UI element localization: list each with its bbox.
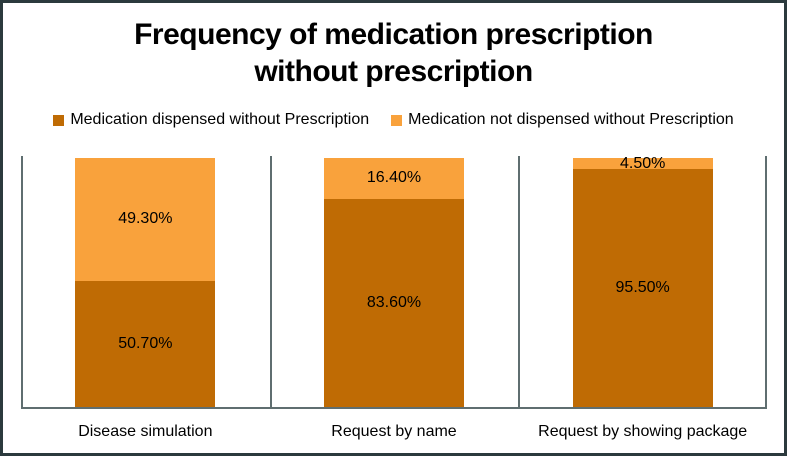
category-panel: 4.50% 95.50% xyxy=(518,155,767,407)
legend-swatch-dispensed-icon xyxy=(53,114,65,126)
legend: Medication dispensed without Prescriptio… xyxy=(3,111,784,129)
stacked-bar: 49.30% 50.70% xyxy=(75,158,216,407)
axis-baseline xyxy=(21,407,767,409)
legend-label-not-dispensed: Medication not dispensed without Prescri… xyxy=(408,111,734,128)
legend-swatch-not-dispensed-icon xyxy=(391,114,403,126)
legend-item-dispensed: Medication dispensed without Prescriptio… xyxy=(53,111,369,129)
data-label: 50.70% xyxy=(118,334,173,352)
bar-segment-dispensed: 50.70% xyxy=(75,280,216,407)
legend-label-dispensed: Medication dispensed without Prescriptio… xyxy=(70,111,370,128)
chart-title: Frequency of medication prescription wit… xyxy=(3,16,784,90)
chart-title-line-1: Frequency of medication prescription xyxy=(134,18,653,51)
data-label: 83.60% xyxy=(366,293,422,311)
bar-segment-dispensed: 83.60% xyxy=(323,198,464,407)
category-separator-line xyxy=(21,156,23,409)
category-separator-line xyxy=(269,156,272,409)
category-label: Disease simulation xyxy=(78,423,213,440)
plot-area: 49.30% 50.70% 16.40% 83.60% 4.50% 95.50% xyxy=(21,155,767,409)
data-label: 4.50% xyxy=(619,154,666,172)
bar-segment-not-dispensed: 49.30% xyxy=(75,158,216,281)
category-axis-labels: Disease simulation Request by name Request… xyxy=(21,419,767,445)
category-panel: 16.40% 83.60% xyxy=(270,156,519,407)
category-separator-line xyxy=(518,156,521,409)
bar-segment-dispensed: 95.50% xyxy=(572,169,713,407)
category-panel: 49.30% 50.70% xyxy=(21,156,270,407)
chart-title-line-2: without prescription xyxy=(254,55,533,88)
stacked-bar: 16.40% 83.60% xyxy=(323,158,464,407)
category-label: Request by showing package xyxy=(538,423,748,440)
stacked-bar: 4.50% 95.50% xyxy=(572,155,713,407)
category-label: Request by name xyxy=(331,423,457,440)
category-separator-line xyxy=(765,156,767,409)
bar-segment-not-dispensed: 16.40% xyxy=(323,158,464,199)
bar-segment-not-dispensed: 4.50% xyxy=(572,155,713,172)
data-label: 95.50% xyxy=(615,279,670,297)
data-label: 16.40% xyxy=(366,169,422,187)
legend-item-not-dispensed: Medication not dispensed without Prescri… xyxy=(391,111,734,129)
data-label: 49.30% xyxy=(118,210,173,228)
